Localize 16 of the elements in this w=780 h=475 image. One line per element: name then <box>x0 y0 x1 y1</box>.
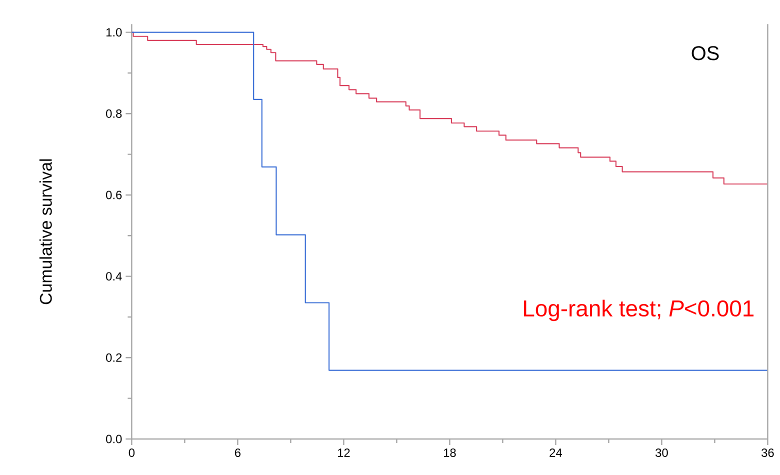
x-tick-label: 0 <box>128 448 135 457</box>
annotation: Log-rank test; P<0.001 <box>524 300 754 322</box>
x-tick-label: 24 <box>550 448 562 457</box>
y-tick-label: 0.4 <box>106 272 122 281</box>
y-axis-title: Cumulative survival <box>39 159 52 304</box>
x-tick-label: 12 <box>338 448 350 457</box>
x-tick-label: 6 <box>234 448 240 457</box>
x-tick-label: 18 <box>444 448 456 457</box>
y-tick-label: 0.8 <box>106 109 122 118</box>
x-tick-label: 36 <box>762 448 774 457</box>
y-tick-label: 0.6 <box>106 190 122 200</box>
y-tick-label: 0.2 <box>106 353 122 362</box>
annotation: OS <box>692 46 719 60</box>
y-tick-label: 0.0 <box>106 434 122 444</box>
y-tick-label: 1.0 <box>106 28 122 37</box>
x-tick-label: 30 <box>656 448 668 457</box>
